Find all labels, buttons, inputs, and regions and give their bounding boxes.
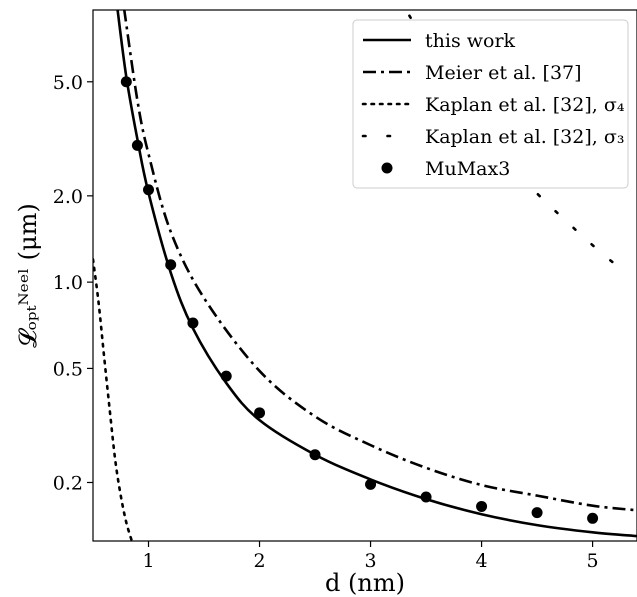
series-line-1-dashdot [122, 10, 637, 512]
x-tick-label-4: 5 [587, 550, 599, 572]
mumax3-marker-11 [531, 507, 543, 519]
legend-label-2: Kaplan et al. [32], σ₄ [425, 94, 625, 116]
y-tick-label-4: 5.0 [53, 72, 83, 94]
x-tick-label-1: 2 [253, 550, 265, 572]
y-tick-label-3: 2.0 [53, 186, 83, 208]
legend-label-0: this work [425, 30, 516, 52]
mumax3-marker-10 [476, 500, 488, 512]
legend-label-1: Meier et al. [37] [425, 62, 582, 84]
mumax3-marker-5 [220, 370, 232, 382]
mumax3-marker-9 [420, 491, 432, 503]
mumax3-marker-7 [309, 449, 321, 461]
y-tick-label-1: 0.5 [53, 358, 83, 380]
legend-label-3: Kaplan et al. [32], σ₃ [425, 126, 624, 148]
y-axis-label: 𝓛ₒₚₜᴺᵉᵉˡ (μm) [14, 203, 42, 348]
legend-marker-mumax3 [381, 162, 393, 174]
mumax3-marker-1 [131, 139, 143, 151]
series-line-2-densely-dotted [93, 258, 134, 541]
y-tick-label-0: 0.2 [53, 472, 83, 494]
mumax3-marker-2 [143, 184, 155, 196]
axes: 1 2 3 4 5 0.2 0.5 1.0 2.0 5.0 [53, 9, 637, 572]
mumax3-marker-8 [365, 478, 377, 490]
series-line-0-solid [116, 10, 637, 538]
y-axis-label-group: 𝓛ₒₚₜᴺᵉᵉˡ (μm) [14, 203, 42, 348]
x-tick-label-0: 1 [142, 550, 154, 572]
mumax3-marker-6 [254, 407, 266, 419]
x-tick-label-3: 4 [476, 550, 488, 572]
legend-label-4: MuMax3 [425, 158, 510, 180]
mumax3-marker-3 [165, 259, 177, 271]
mumax3-marker-12 [587, 512, 599, 524]
plot-frame [92, 9, 637, 542]
x-tick-label-2: 3 [365, 550, 377, 572]
x-axis-label: d (nm) [325, 569, 405, 597]
y-tick-label-2: 1.0 [53, 272, 83, 294]
mumax3-marker-4 [187, 317, 199, 329]
legend: this work Meier et al. [37] Kaplan et al. … [352, 19, 629, 189]
plot-area [93, 10, 637, 541]
mumax3-marker-0 [120, 76, 132, 88]
legend-box [352, 19, 629, 189]
